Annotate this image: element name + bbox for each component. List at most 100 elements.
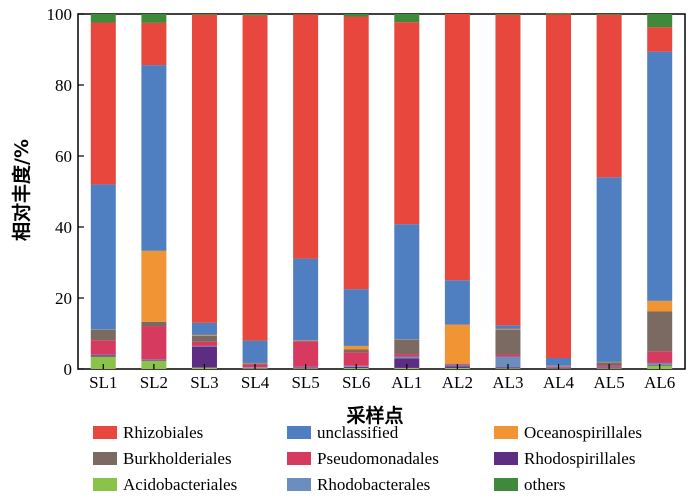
x-tick-label-al1: AL1 [391,373,422,392]
y-axis-ticks: 0 20 40 60 80 100 [47,5,84,379]
x-tick-label-sl5: SL5 [291,373,319,392]
y-tick-label: 0 [64,360,73,379]
bar-al3-oceanospirillales [495,328,521,330]
legend-label-rhizobiales: Rhizobiales [123,423,203,442]
bar-sl3-burkholderiales [191,335,217,342]
y-tick-label: 80 [55,76,72,95]
bar-al4-unclassified [546,358,572,366]
bar-sl2-pseudomonadales [141,326,167,360]
bar-sl1-unclassified [90,184,116,330]
bar-al6-burkholderiales [647,311,673,352]
bar-al3-rhizobiales [495,14,521,326]
bar-al6-oceanospirillales [647,300,673,312]
x-tick-label-sl1: SL1 [89,373,117,392]
x-tick-label-sl3: SL3 [190,373,218,392]
bar-sl6-unclassified [343,289,369,346]
legend-swatch-burkholderiales [93,452,117,465]
bar-al5-burkholderiales [596,362,622,366]
bar-sl6-burkholderiales [343,349,369,353]
bar-al3-unclassified [495,325,521,329]
bar-al1-burkholderiales [394,339,420,355]
bar-al2-rhizobiales [444,14,470,281]
bar-sl1-acidobacteriales [90,356,116,369]
bar-sl2-rhodospirillales [141,360,167,361]
bar-sl1-burkholderiales [90,329,116,341]
bar-sl3-pseudomonadales [191,341,217,346]
bar-al4-others [546,13,572,15]
legend-label-unclassified: unclassified [317,423,399,442]
bar-al3-rhodobacterales [495,356,521,368]
x-tick-label-al3: AL3 [492,373,523,392]
x-tick-label-sl6: SL6 [342,373,370,392]
bar-sl5-burkholderiales [293,340,319,342]
y-tick-label: 20 [55,289,72,308]
bar-sl6-pseudomonadales [343,352,369,366]
legend-swatch-rhizobiales [93,426,117,439]
bar-al5-rhizobiales [596,14,622,178]
bar-al2-unclassified [444,280,470,325]
plot-frame [77,13,686,370]
bar-sl4-unclassified [242,340,268,363]
bar-sl5-rhizobiales [293,14,319,259]
legend-swatch-pseudomonadales [287,452,311,465]
bar-sl3-rhodospirillales [191,346,217,368]
x-tick-label-al6: AL6 [644,373,675,392]
bars-group [90,13,673,369]
x-tick-label-sl4: SL4 [241,373,270,392]
legend-swatch-others [494,478,518,491]
bar-sl2-rhodobacterales [141,359,167,361]
bar-sl1-rhodobacterales [90,354,116,356]
bar-al1-others [394,14,420,23]
bar-sl6-rhizobiales [343,16,369,290]
x-tick-label-sl2: SL2 [140,373,168,392]
bar-al3-others [495,14,521,15]
bar-al6-unclassified [647,51,673,301]
legend-swatch-rhodobacterales [287,478,311,491]
legend-swatch-acidobacteriales [93,478,117,491]
bar-al1-rhodospirillales [394,358,420,368]
legend-swatch-unclassified [287,426,311,439]
x-tick-label-al2: AL2 [442,373,473,392]
bar-al6-others [647,14,673,28]
legend: Rhizobiales unclassified Oceanospirillales… [93,423,642,494]
bar-sl6-oceanospirillales [343,345,369,350]
bar-sl2-oceanospirillales [141,250,167,322]
bar-sl1-others [90,14,116,23]
bar-al4-rhizobiales [546,14,572,359]
bar-al3-pseudomonadales [495,354,521,357]
bar-al1-rhizobiales [394,22,420,225]
bar-al6-rhodobacterales [647,362,673,365]
bar-sl2-others [141,14,167,23]
bar-al2-oceanospirillales [444,324,470,364]
y-tick-label: 60 [55,147,72,166]
bar-sl2-burkholderiales [141,321,167,327]
bar-sl1-rhizobiales [90,22,116,185]
legend-label-acidobacteriales: Acidobacteriales [123,475,237,494]
legend-swatch-oceanospirillales [494,426,518,439]
bar-sl4-others [242,14,268,16]
bar-al6-pseudomonadales [647,351,673,363]
bar-sl1-rhodospirillales [90,355,116,357]
bar-sl6-others [343,14,369,17]
bar-al1-pseudomonadales [394,354,420,357]
y-tick-label: 40 [55,218,72,237]
legend-label-rhodospirillales: Rhodospirillales [524,449,635,468]
bar-sl3-others [191,14,217,15]
bar-sl3-rhodobacterales [191,345,217,347]
bar-al3-burkholderiales [495,329,521,355]
x-tick-label-al5: AL5 [594,373,625,392]
legend-label-pseudomonadales: Pseudomonadales [317,449,439,468]
bar-sl1-pseudomonadales [90,340,116,355]
bar-al1-rhodobacterales [394,356,420,359]
bar-sl2-unclassified [141,65,167,251]
legend-label-burkholderiales: Burkholderiales [123,449,232,468]
bar-sl2-rhizobiales [141,22,167,66]
bar-sl3-rhizobiales [191,14,217,323]
bar-sl5-pseudomonadales [293,341,319,367]
y-tick-label: 100 [47,5,73,24]
y-axis-title: 相对丰度/% [10,139,33,241]
bar-al1-unclassified [394,224,420,340]
bar-sl3-unclassified [191,322,217,335]
bar-al6-rhizobiales [647,27,673,52]
